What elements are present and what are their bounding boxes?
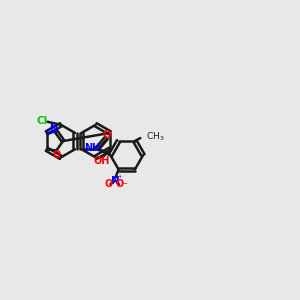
- Text: N: N: [111, 176, 120, 186]
- Text: N: N: [49, 124, 57, 134]
- Text: O: O: [116, 179, 124, 189]
- Text: O: O: [52, 150, 61, 160]
- Text: O: O: [105, 179, 113, 189]
- Text: $^+$: $^+$: [116, 175, 123, 181]
- Text: O: O: [102, 130, 111, 140]
- Text: NH: NH: [85, 143, 101, 153]
- Text: OH: OH: [93, 156, 110, 166]
- Text: $^-$: $^-$: [121, 180, 128, 189]
- Text: CH$_3$: CH$_3$: [146, 130, 164, 143]
- Text: Cl: Cl: [37, 116, 48, 126]
